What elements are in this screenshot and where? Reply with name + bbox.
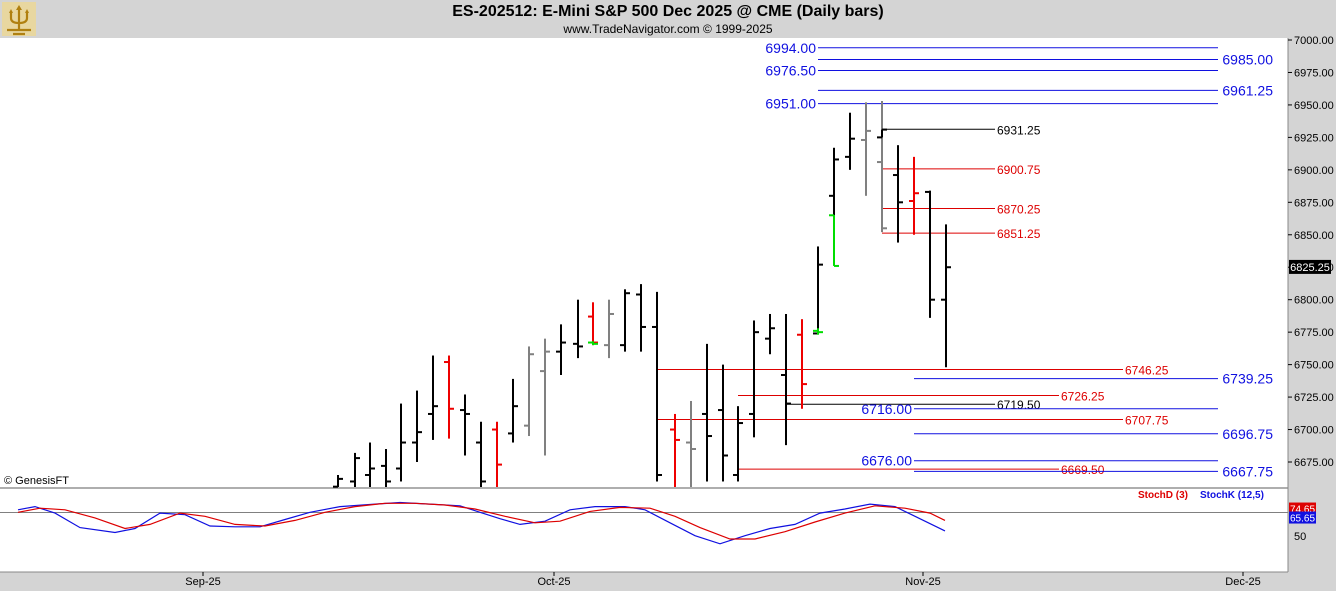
ohlc-bar: [702, 343, 712, 482]
ohlc-bar: [604, 299, 614, 359]
legend-stochd: StochD (3): [1138, 490, 1188, 501]
price-tick-label: 6775.00: [1294, 327, 1334, 339]
watermark: © GenesisFT: [4, 475, 69, 487]
ohlc-bar: [556, 324, 566, 376]
last-price-marker: 6825.25: [1289, 259, 1331, 274]
level-label: 6696.75: [1222, 426, 1273, 442]
trident-logo-icon: [2, 2, 36, 36]
level-label: 6951.00: [765, 96, 816, 112]
ohlc-bar: [670, 413, 680, 487]
last-price-label: 6825.25: [1290, 262, 1330, 274]
level-label: 6931.25: [997, 123, 1041, 137]
price-tick-label: 6900.00: [1294, 165, 1334, 177]
ohlc-bar: [877, 101, 887, 233]
ohlc-bar: [893, 145, 903, 243]
ohlc-bar: [733, 406, 743, 482]
price-tick-label: 6850.00: [1294, 230, 1334, 242]
ohlc-bar: [350, 452, 360, 487]
ohlc-bar: [652, 291, 662, 482]
price-tick-label: 6725.00: [1294, 392, 1334, 404]
legend-stochk: StochK (12,5): [1200, 490, 1264, 501]
price-tick-label: 7000.00: [1294, 35, 1334, 47]
ohlc-bar: [861, 102, 871, 196]
ohlc-bar: [829, 147, 839, 216]
price-tick-label: 6800.00: [1294, 295, 1334, 307]
ohlc-bar: [444, 355, 454, 439]
ohlc-bar: [588, 341, 598, 346]
ohlc-bar: [941, 224, 951, 368]
level-label: 6739.25: [1222, 371, 1273, 387]
ohlc-bars: [333, 101, 951, 488]
chart-title: ES-202512: E-Mini S&P 500 Dec 2025 @ CME…: [452, 3, 884, 20]
ohlc-bar: [686, 400, 696, 487]
level-label: 6716.00: [861, 401, 912, 417]
ohlc-bar: [381, 449, 391, 487]
chart-header: ES-202512: E-Mini S&P 500 Dec 2025 @ CME…: [0, 0, 1336, 38]
ohlc-bar: [877, 128, 887, 139]
stochastic-panel: [0, 489, 1288, 572]
ohlc-bar: [909, 156, 919, 235]
level-label: 6851.25: [997, 227, 1041, 241]
level-label: 6985.00: [1222, 51, 1273, 67]
stoch-tick-label: 50: [1294, 531, 1306, 543]
ohlc-bar: [718, 364, 728, 482]
price-tick-label: 6950.00: [1294, 100, 1334, 112]
price-tick-label: 6675.00: [1294, 457, 1334, 469]
ohlc-bar: [813, 328, 823, 335]
ohlc-bar: [365, 442, 375, 487]
ohlc-bar: [460, 394, 470, 456]
time-tick-label: Dec-25: [1225, 576, 1260, 588]
ohlc-bar: [476, 421, 486, 487]
price-panel: [0, 38, 1288, 487]
level-label: 6961.25: [1222, 82, 1273, 98]
level-label: 6676.00: [861, 453, 912, 469]
stoch-series-line: [17, 502, 946, 540]
ohlc-bar: [749, 320, 759, 438]
price-tick-label: 6700.00: [1294, 425, 1334, 437]
ohlc-bar: [524, 346, 534, 437]
price-tick-label: 6875.00: [1294, 197, 1334, 209]
level-label: 6870.25: [997, 202, 1041, 216]
level-label: 6994.00: [765, 40, 816, 56]
ohlc-bar: [540, 338, 550, 456]
ohlc-bar: [428, 355, 438, 440]
price-levels: 6994.00 6985.00 6976.50 6961.25 6951.00 6931.…: [657, 40, 1273, 479]
ohlc-bar: [765, 313, 775, 355]
level-label: 6719.50: [997, 398, 1041, 412]
ohlc-bar: [620, 289, 630, 352]
price-tick-label: 6750.00: [1294, 360, 1334, 372]
level-label: 6707.75: [1125, 413, 1169, 427]
ohlc-bar: [508, 378, 518, 443]
ohlc-bar: [797, 319, 807, 409]
price-tick-label: 6925.00: [1294, 132, 1334, 144]
ohlc-bar: [396, 403, 406, 482]
stoch-value-badge: 74.65: [1290, 505, 1315, 516]
level-label: 6976.50: [765, 63, 816, 79]
price-axis: 7000.00 6975.00 6950.00 6925.00 6900.00 6875.…: [1288, 35, 1334, 469]
chart-subtitle: www.TradeNavigator.com © 1999-2025: [563, 22, 773, 36]
time-tick-label: Sep-25: [185, 576, 220, 588]
ohlc-bar: [925, 190, 935, 318]
ohlc-bar: [781, 313, 791, 446]
time-tick-label: Oct-25: [537, 576, 570, 588]
level-label: 6726.25: [1061, 389, 1105, 403]
time-axis: Sep-25 Oct-25 Nov-25 Dec-25: [185, 572, 1261, 588]
stoch-value-badge: 65.65: [1290, 514, 1315, 525]
ohlc-bar: [829, 214, 839, 267]
ohlc-bar: [573, 299, 583, 359]
level-label: 6667.75: [1222, 463, 1273, 479]
ohlc-bar: [412, 390, 422, 462]
ohlc-bar: [636, 284, 646, 352]
price-tick-label: 6975.00: [1294, 67, 1334, 79]
time-tick-label: Nov-25: [905, 576, 940, 588]
level-label: 6900.75: [997, 163, 1041, 177]
level-label: 6669.50: [1061, 463, 1105, 477]
ohlc-bar: [492, 421, 502, 487]
stoch-series-line: [17, 501, 946, 545]
ohlc-bar: [845, 112, 855, 170]
level-label: 6746.25: [1125, 363, 1169, 377]
ohlc-bar: [333, 474, 343, 488]
